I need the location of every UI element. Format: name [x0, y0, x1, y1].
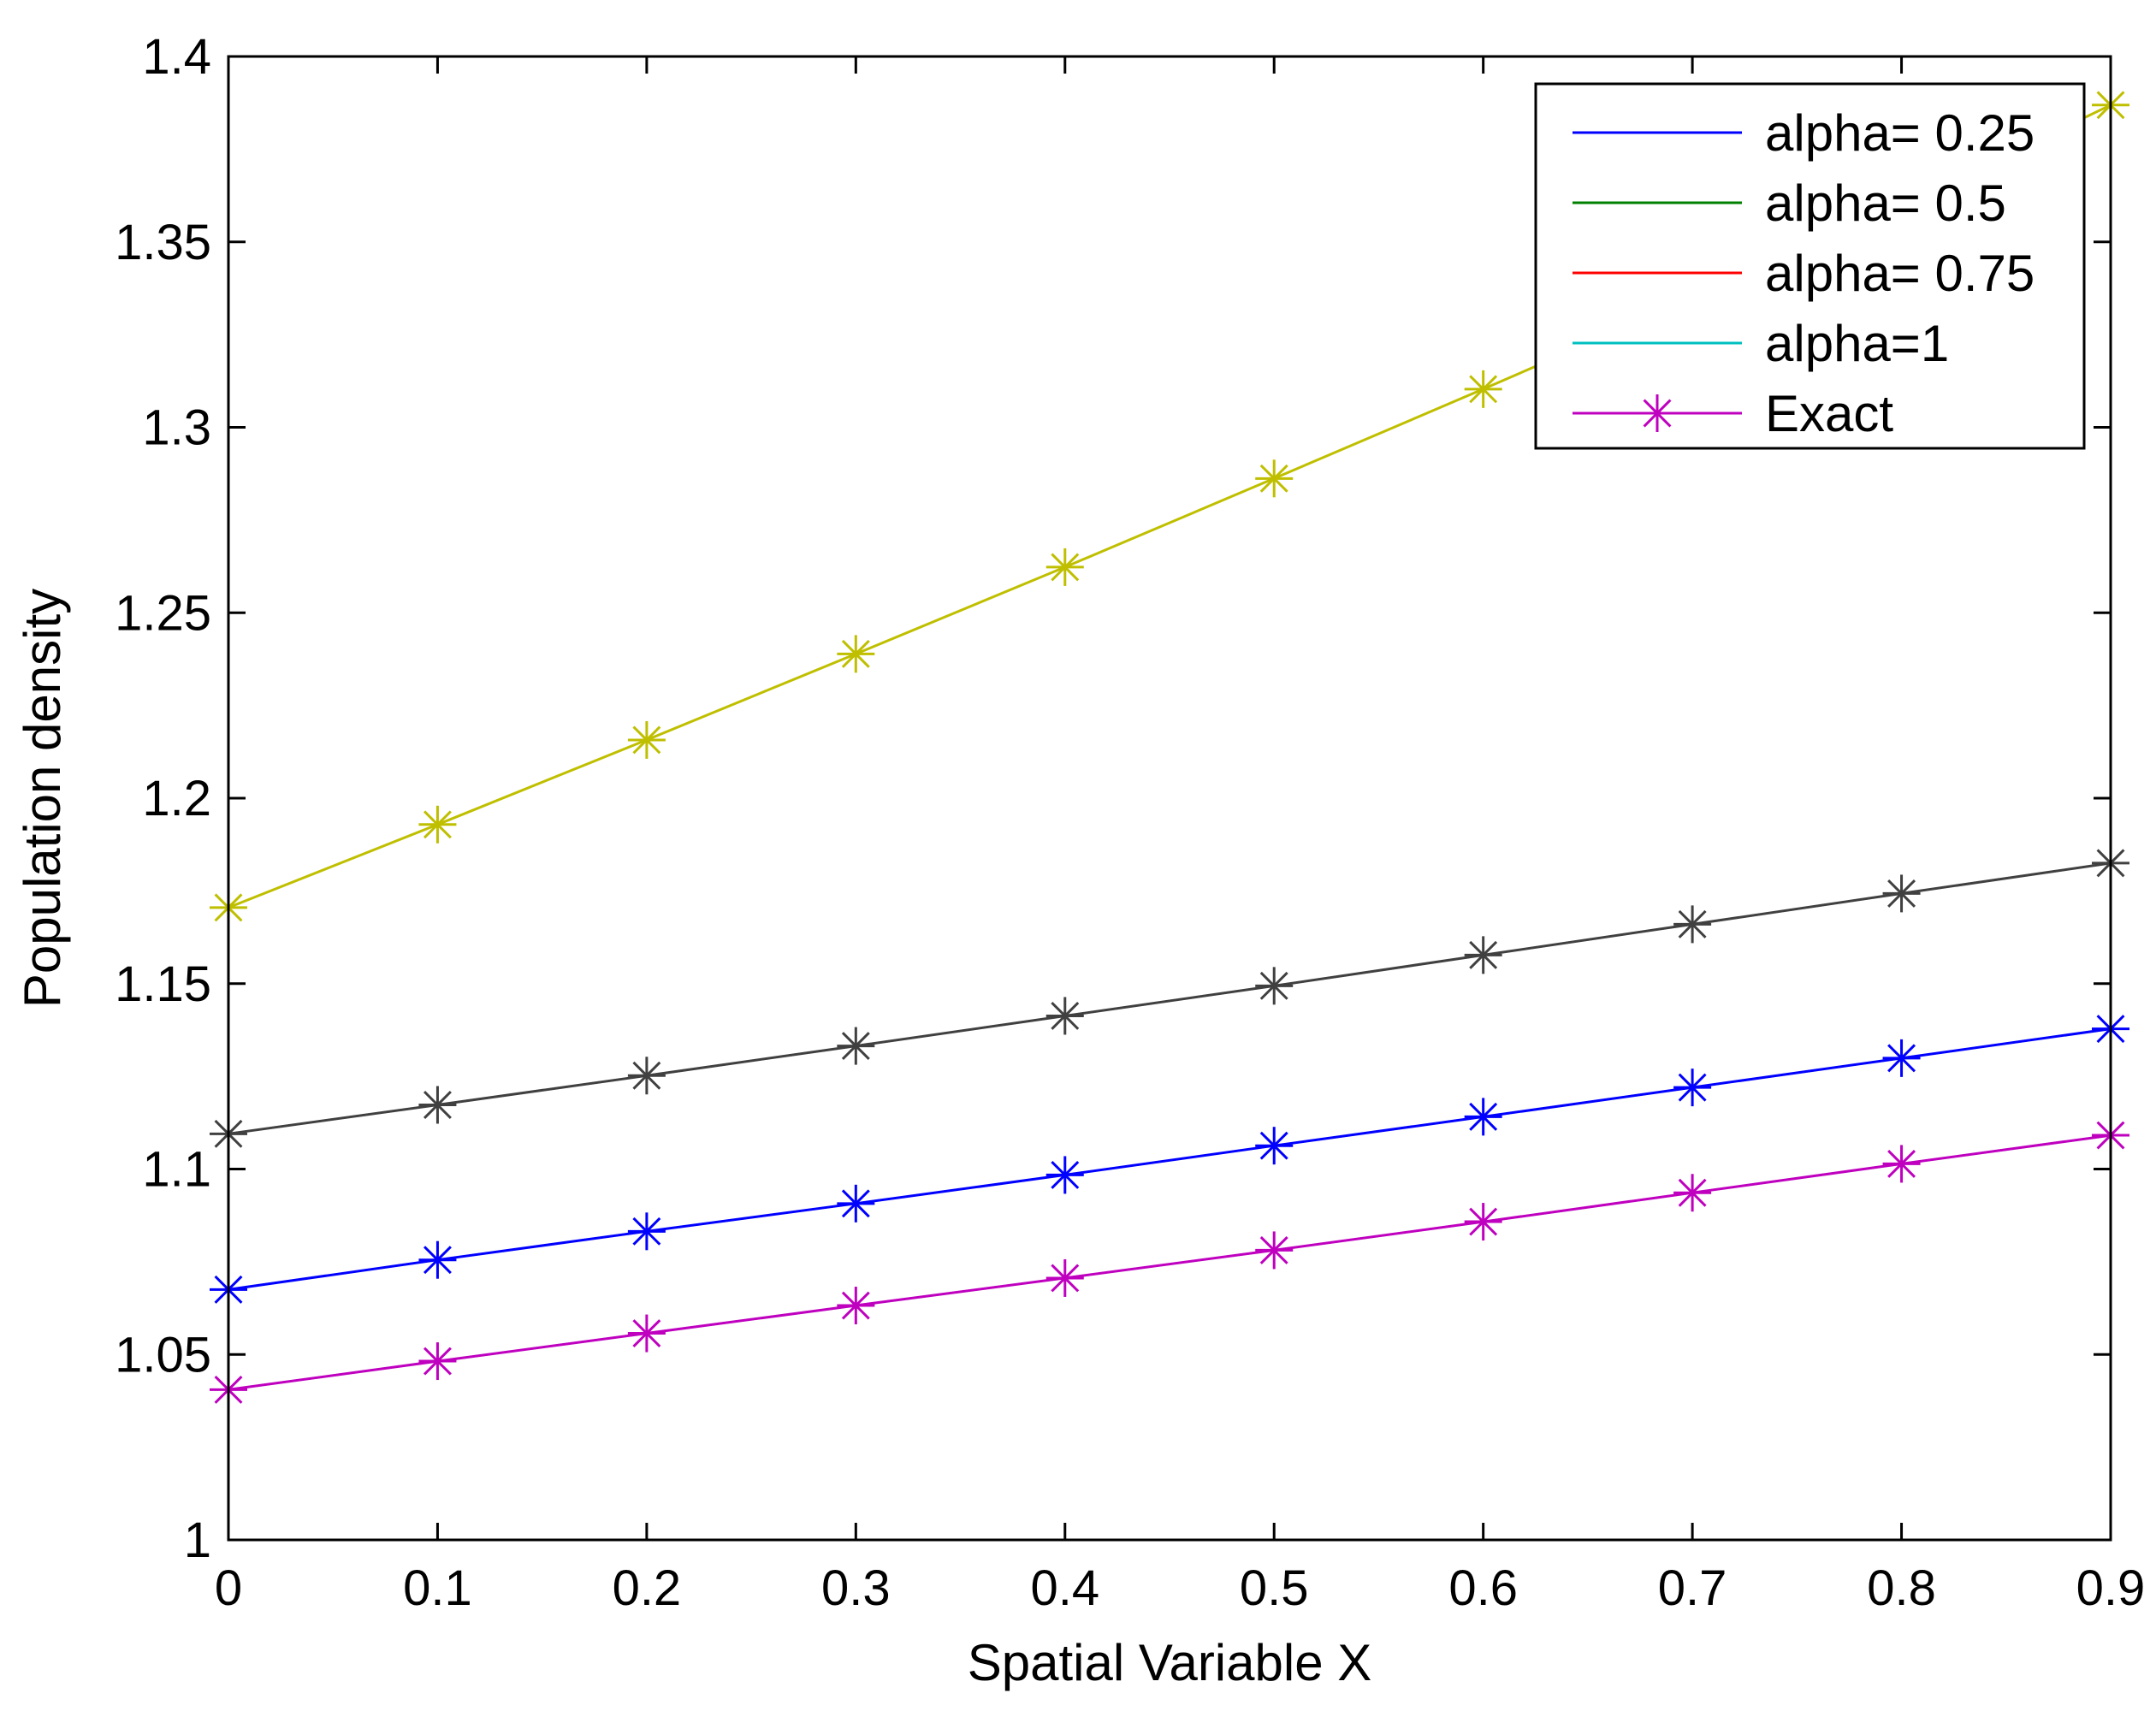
series-1-point: [1255, 459, 1294, 498]
series-2-point: [1045, 997, 1084, 1035]
y-tick-label: 1: [184, 1513, 211, 1568]
y-tick-label: 1.4: [142, 29, 211, 85]
legend-label: alpha= 0.25: [1765, 104, 2035, 162]
series-layer: [210, 86, 2129, 1409]
series-2-point: [1464, 936, 1502, 974]
ticks-layer: [227, 55, 2112, 1542]
y-tick-label: 1.3: [142, 400, 211, 456]
legend-entry: alpha=1: [1573, 315, 1949, 372]
x-tick-label: 0.1: [403, 1560, 472, 1616]
series-2-line: [228, 861, 2112, 1135]
series-4-point: [418, 1342, 457, 1381]
series-3-point: [837, 1184, 875, 1223]
x-tick-label: 0.7: [1658, 1560, 1727, 1616]
series-1-point: [1045, 548, 1084, 586]
series-4-point: [1673, 1174, 1712, 1212]
series-2-point: [1255, 967, 1294, 1005]
series-3-point: [1673, 1069, 1712, 1107]
series-1-point: [1464, 370, 1502, 408]
x-axis-label: Spatial Variable X: [968, 1634, 1372, 1691]
y-tick-label: 1.2: [142, 771, 211, 826]
series-3-point: [1255, 1127, 1294, 1165]
series-2-point: [1673, 905, 1712, 944]
y-axis-label: Population density: [14, 589, 71, 1008]
series-1-point: [627, 720, 666, 759]
x-tick-label: 0.6: [1448, 1560, 1518, 1616]
series-2-point: [837, 1027, 875, 1065]
series-2-point: [1882, 874, 1921, 913]
series-3-point: [1045, 1156, 1084, 1194]
legend-label: alpha= 0.5: [1765, 175, 2006, 232]
x-tick-label: 0.8: [1867, 1560, 1936, 1616]
series-4-point: [627, 1314, 666, 1353]
x-tick-label: 0.9: [2076, 1560, 2146, 1616]
y-tick-label: 1.15: [115, 956, 211, 1012]
y-tick-label: 1.1: [142, 1142, 211, 1198]
series-2-point: [627, 1057, 666, 1095]
series-4-point: [1045, 1258, 1084, 1297]
x-tick-label: 0.2: [613, 1560, 682, 1616]
series-3: [210, 1009, 2129, 1309]
legend-swatch-marker: [1638, 394, 1676, 432]
series-1-point: [837, 635, 875, 673]
legend-box: [1534, 82, 2086, 450]
series-3-point: [1882, 1039, 1921, 1077]
series-4-point: [1255, 1231, 1294, 1270]
y-tick-label: 1.25: [115, 585, 211, 641]
series-2-point: [418, 1086, 457, 1124]
legend-label: alpha=1: [1765, 315, 1949, 372]
legend-entry: Exact: [1573, 385, 1893, 442]
legend-entry: alpha= 0.75: [1573, 245, 2035, 302]
series-3-point: [418, 1240, 457, 1279]
y-tick-label: 1.05: [115, 1327, 211, 1382]
series-1-point: [418, 805, 457, 844]
series-3-line: [228, 1027, 2112, 1291]
legend-label: Exact: [1765, 385, 1893, 442]
x-tick-label: 0.5: [1240, 1560, 1309, 1616]
x-tick-label: 0: [215, 1560, 242, 1616]
series-4-point: [1464, 1203, 1502, 1241]
legend-entry: alpha= 0.25: [1573, 104, 2035, 162]
series-4-line: [228, 1134, 2112, 1391]
series-4-point: [837, 1287, 875, 1325]
tick-labels-layer: 0 0.1 0.2 0.3 0.4 0.5 0.6 0.7 0.8 0.9 1 1.05 1.1 1.15…: [115, 29, 2145, 1616]
x-tick-label: 0.3: [821, 1560, 891, 1616]
y-tick-label: 1.35: [115, 215, 211, 270]
legend-entry: alpha= 0.5: [1573, 175, 2006, 232]
series-4-point: [1882, 1145, 1921, 1183]
series-3-point: [627, 1212, 666, 1251]
legend-label: alpha= 0.75: [1765, 245, 2035, 302]
legend: alpha= 0.25 alpha= 0.5 alpha= 0.75 alpha=1 E…: [1534, 82, 2086, 450]
series-3-point: [1464, 1098, 1502, 1136]
x-tick-label: 0.4: [1030, 1560, 1099, 1616]
